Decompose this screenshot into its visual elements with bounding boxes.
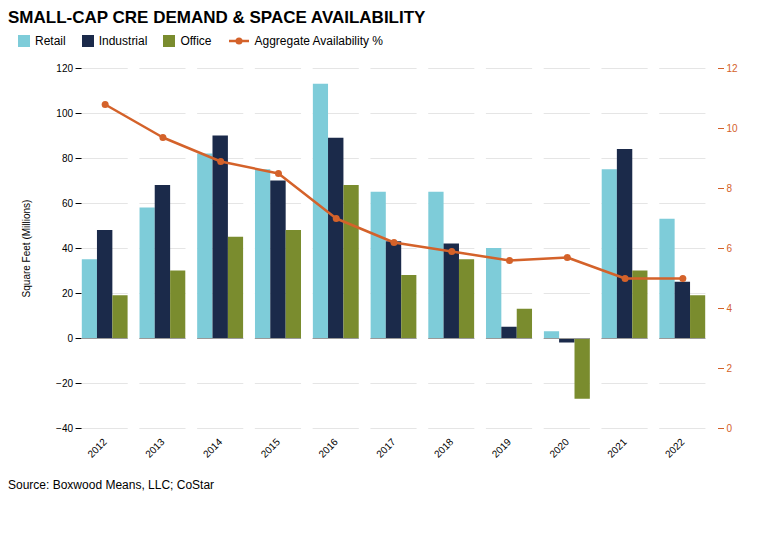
svg-text:10: 10 xyxy=(727,123,739,134)
svg-text:Square Feet (Millions): Square Feet (Millions) xyxy=(21,200,32,298)
svg-text:2020: 2020 xyxy=(547,436,571,460)
svg-text:40: 40 xyxy=(62,243,74,254)
svg-text:100: 100 xyxy=(56,108,73,119)
svg-text:2017: 2017 xyxy=(374,436,398,460)
svg-text:2: 2 xyxy=(727,363,733,374)
svg-text:12: 12 xyxy=(727,63,739,74)
svg-text:0: 0 xyxy=(67,333,73,344)
html-text:Aggregate Availability %: Aggregate Availability % xyxy=(254,34,383,48)
svg-text:80: 80 xyxy=(62,153,74,164)
html-text:Retail: Retail xyxy=(35,34,66,48)
svg-text:2021: 2021 xyxy=(605,436,629,460)
svg-text:20: 20 xyxy=(62,288,74,299)
svg-text:2015: 2015 xyxy=(259,436,283,460)
svg-text:8: 8 xyxy=(727,183,733,194)
svg-text:2016: 2016 xyxy=(316,436,340,460)
html-text:Industrial: Industrial xyxy=(98,34,148,48)
html-text:Source: Boxwood Means, LLC; Co: Source: Boxwood Means, LLC; CoStar xyxy=(8,478,215,492)
svg-text:−20: −20 xyxy=(56,378,73,389)
svg-text:0: 0 xyxy=(727,423,733,434)
svg-text:2019: 2019 xyxy=(490,436,514,460)
svg-text:120: 120 xyxy=(56,63,73,74)
svg-text:4: 4 xyxy=(727,303,733,314)
svg-text:6: 6 xyxy=(727,243,733,254)
svg-text:2013: 2013 xyxy=(143,436,167,460)
html-text:Office: Office xyxy=(180,34,212,48)
svg-text:2014: 2014 xyxy=(201,436,225,460)
svg-text:2012: 2012 xyxy=(85,436,109,460)
svg-text:2022: 2022 xyxy=(663,436,687,460)
html-text:SMALL-CAP CRE DEMAND & SPACE A: SMALL-CAP CRE DEMAND & SPACE AVAILABILIT… xyxy=(8,8,426,27)
svg-text:2018: 2018 xyxy=(432,436,456,460)
svg-text:−40: −40 xyxy=(56,423,73,434)
svg-text:60: 60 xyxy=(62,198,74,209)
